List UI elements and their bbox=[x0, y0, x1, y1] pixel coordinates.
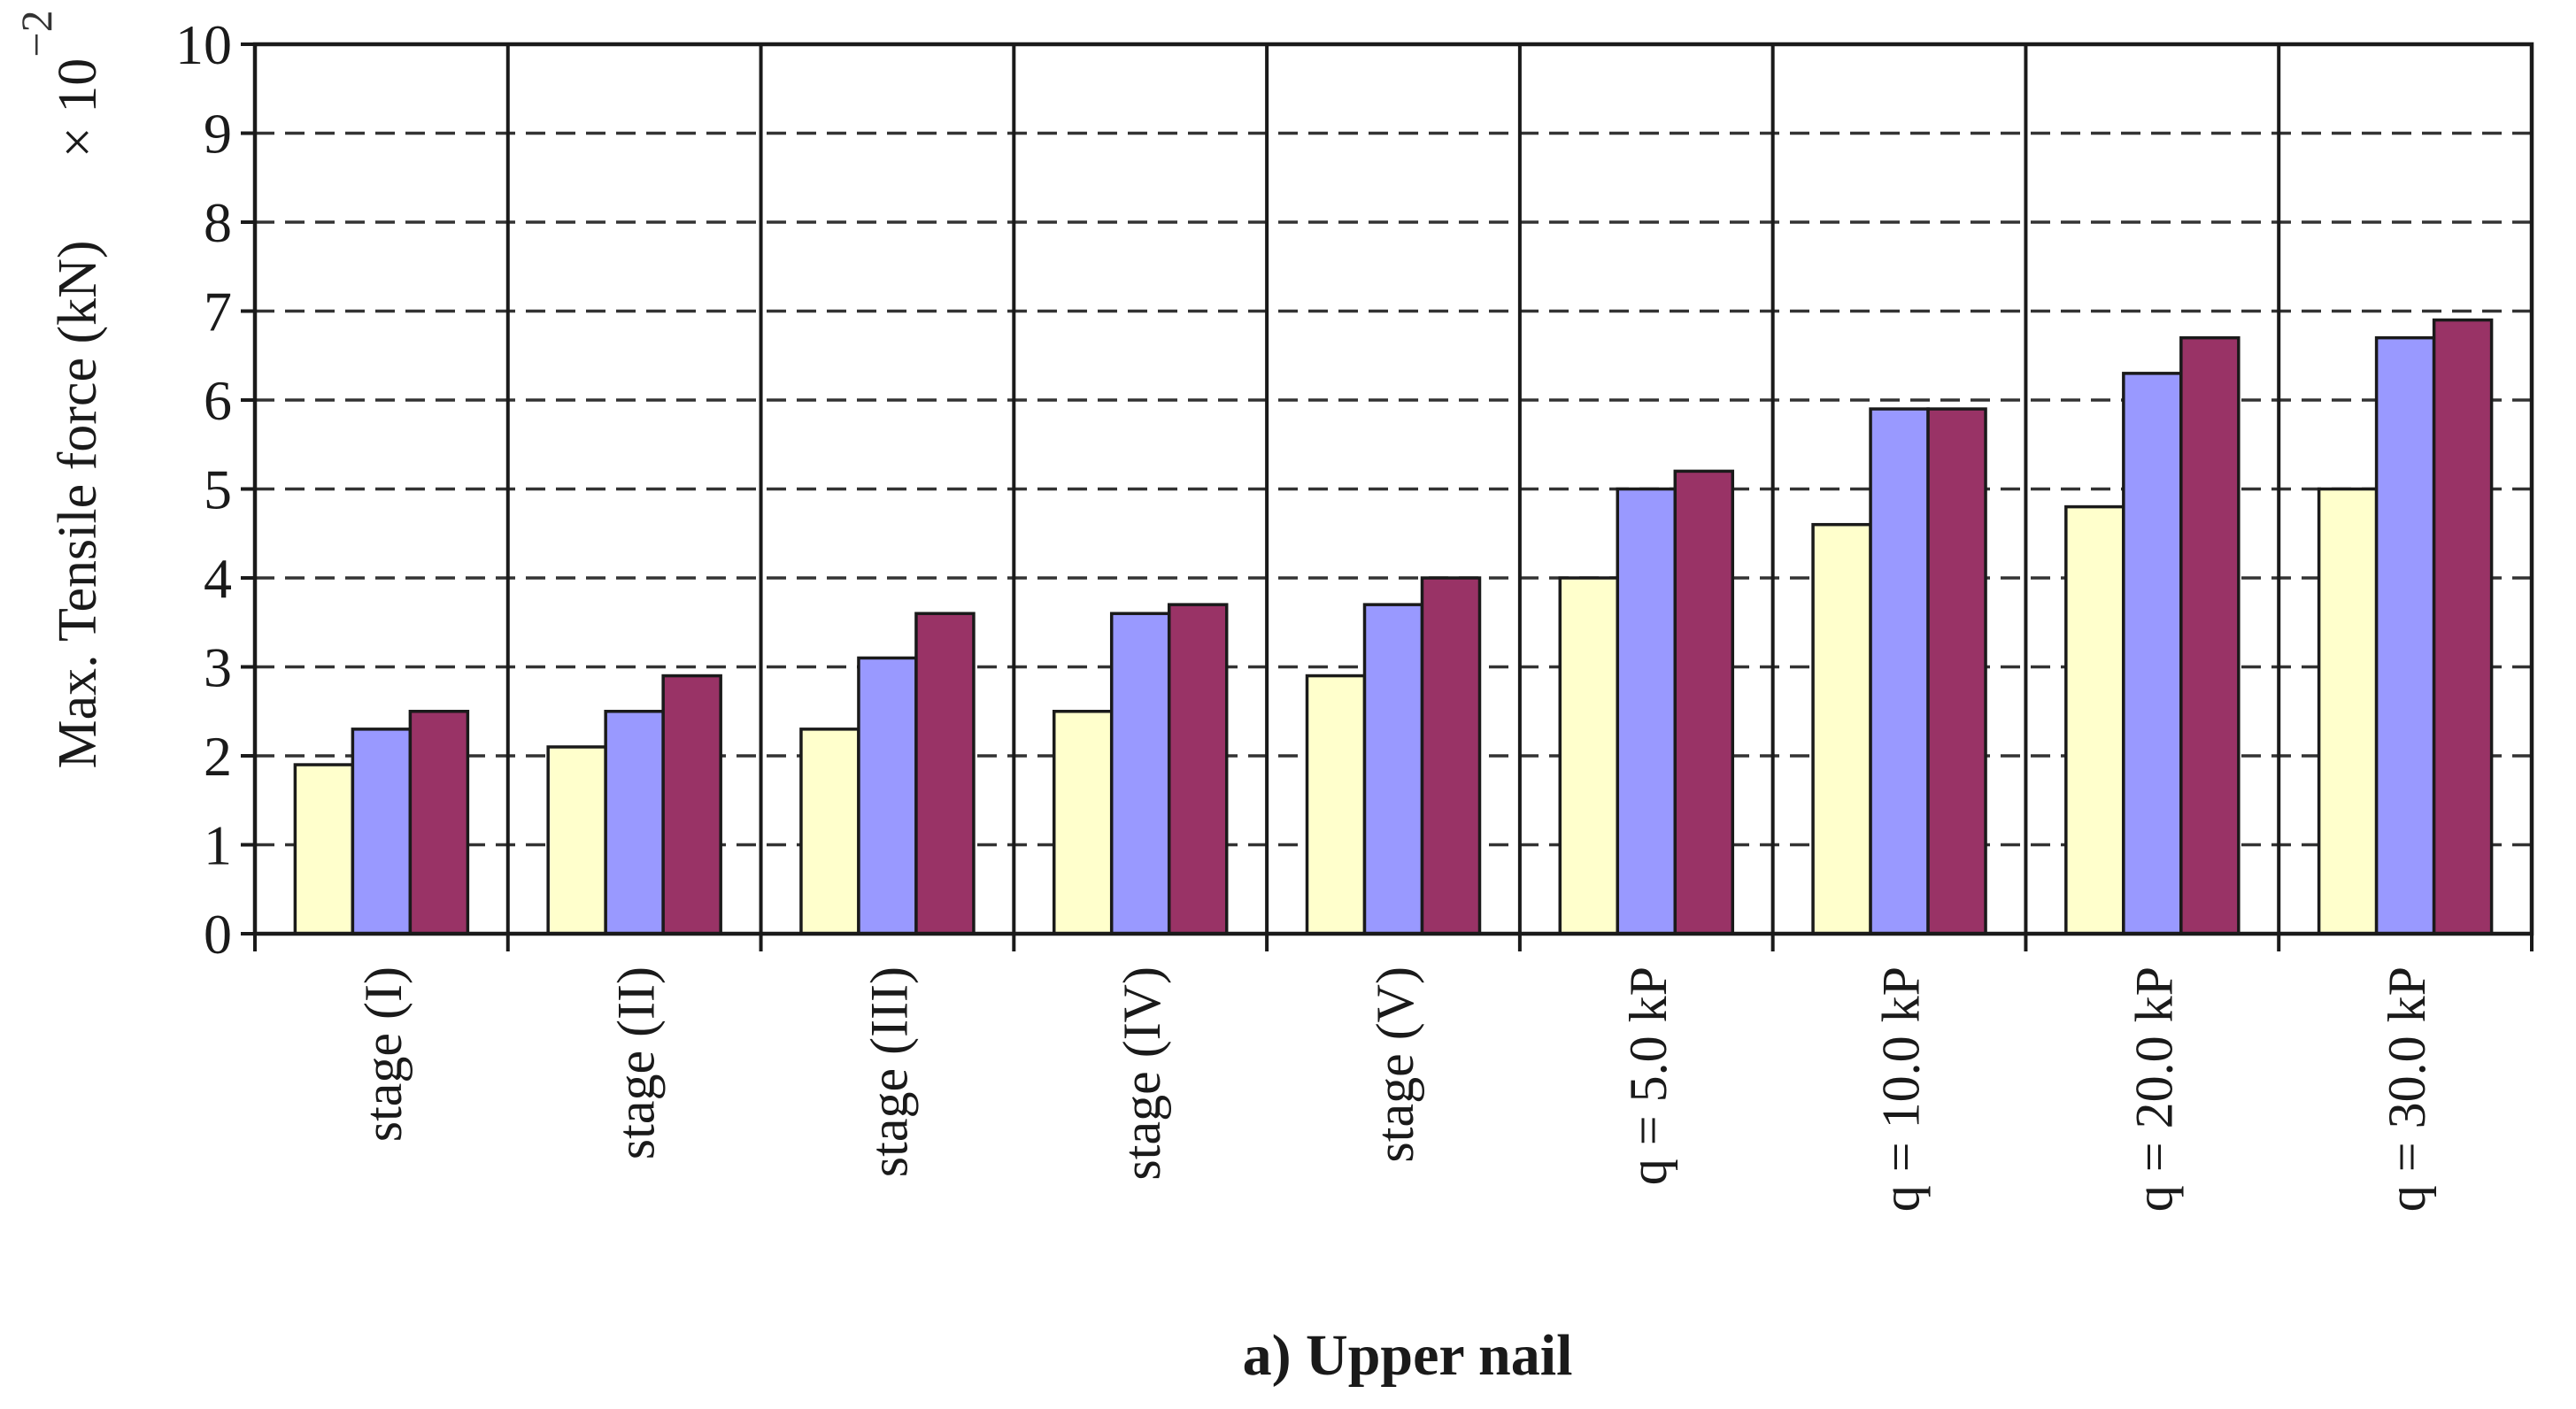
x-category-label: stage (V) bbox=[1366, 966, 1424, 1163]
bar bbox=[1420, 576, 1482, 935]
bar bbox=[1558, 576, 1620, 935]
x-category-label: stage (IV) bbox=[1113, 966, 1171, 1181]
bar bbox=[1109, 612, 1171, 935]
bar bbox=[1869, 407, 1930, 935]
y-tick-label: 0 bbox=[204, 903, 232, 966]
bar bbox=[546, 745, 607, 935]
y-tick-label: 8 bbox=[204, 191, 232, 254]
x-category-label: stage (I) bbox=[354, 966, 413, 1142]
y-tick-label: 6 bbox=[204, 369, 232, 432]
y-axis-exponent-group: −2 bbox=[12, 10, 61, 57]
x-category-labels: stage (I) stage (II) stage (III) stage (IV)… bbox=[354, 966, 2436, 1212]
y-tick-labels: 0 1 2 3 4 5 6 7 8 9 10 bbox=[175, 13, 232, 966]
bar bbox=[1167, 603, 1229, 935]
bar bbox=[2374, 335, 2436, 935]
x-category-label: stage (III) bbox=[860, 966, 918, 1177]
y-axis-multiplier-group: × 10 bbox=[48, 58, 108, 158]
y-axis-title-group: Max. Tensile force (kN) bbox=[48, 240, 108, 768]
y-tick-label: 1 bbox=[204, 814, 232, 877]
frame-layer bbox=[241, 42, 2534, 951]
y-axis-multiplier: × 10 bbox=[48, 58, 108, 158]
y-tick-label: 10 bbox=[175, 13, 232, 76]
x-category-label: stage (II) bbox=[607, 966, 666, 1159]
y-axis-title: Max. Tensile force (kN) bbox=[48, 240, 108, 768]
bar bbox=[1305, 674, 1367, 935]
bar bbox=[1616, 487, 1677, 935]
bar bbox=[604, 710, 665, 935]
bar bbox=[914, 612, 976, 935]
bar bbox=[408, 710, 470, 935]
bar bbox=[2179, 335, 2241, 935]
bar bbox=[857, 656, 918, 935]
bar bbox=[1052, 710, 1114, 935]
y-tick-label: 4 bbox=[204, 547, 232, 610]
bar bbox=[661, 674, 722, 935]
bar bbox=[1811, 522, 1872, 935]
x-category-label: q = 10.0 kP bbox=[1872, 966, 1931, 1212]
y-tick-label: 2 bbox=[204, 725, 232, 788]
x-category-label: q = 30.0 kP bbox=[2378, 966, 2436, 1212]
bar bbox=[2432, 318, 2494, 935]
bar bbox=[2122, 372, 2183, 935]
y-tick-label: 7 bbox=[204, 281, 232, 343]
x-category-label: q = 20.0 kP bbox=[2125, 966, 2183, 1212]
bar bbox=[293, 763, 355, 935]
y-tick-label: 3 bbox=[204, 636, 232, 699]
bar bbox=[1673, 469, 1735, 935]
bar bbox=[2317, 487, 2379, 935]
bar bbox=[1926, 407, 1987, 935]
bar bbox=[2064, 504, 2125, 935]
y-axis-exponent: −2 bbox=[12, 10, 61, 57]
x-category-label: q = 5.0 kP bbox=[1619, 966, 1677, 1185]
y-tick-label: 9 bbox=[204, 103, 232, 166]
y-tick-label: 5 bbox=[204, 458, 232, 521]
bars-layer bbox=[293, 318, 2494, 935]
bar bbox=[799, 728, 860, 935]
bar bbox=[1362, 603, 1424, 935]
bar bbox=[351, 728, 413, 935]
plot-frame bbox=[252, 42, 2534, 936]
grid-layer bbox=[255, 44, 2532, 951]
chart-caption: a) Upper nail bbox=[1243, 1323, 1573, 1388]
